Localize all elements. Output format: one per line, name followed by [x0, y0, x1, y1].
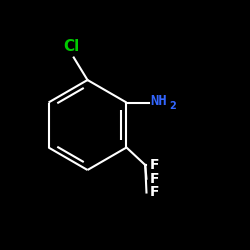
Text: Cl: Cl [63, 39, 79, 54]
Text: F: F [150, 172, 160, 186]
Text: F: F [150, 158, 160, 172]
Text: F: F [150, 186, 160, 200]
Text: 2: 2 [170, 101, 176, 111]
Text: NH: NH [150, 94, 167, 108]
